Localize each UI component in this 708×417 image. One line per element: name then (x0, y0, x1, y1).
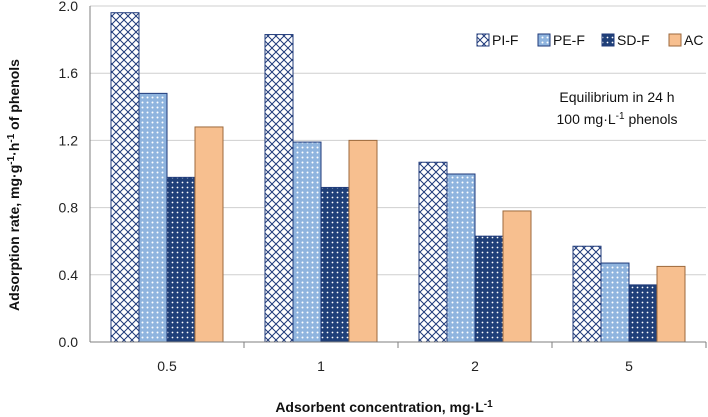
annotation-line-1: Equilibrium in 24 h (559, 89, 674, 105)
x-tick-label: 5 (625, 358, 633, 374)
bar-ac (348, 139, 378, 343)
legend: PI-F PE-F SD-F AC (476, 32, 703, 48)
bars (110, 12, 686, 343)
y-axis-title: Adsorption rate, mg·g-1·h-1 of phenols (6, 59, 22, 311)
legend-label-sd-f: SD-F (617, 32, 650, 48)
x-axis-title: Adsorbent concentration, mg·L-1 (275, 399, 493, 415)
axes (89, 6, 707, 348)
annotation-line-2: 100 mg·L-1 phenols (557, 111, 678, 127)
bar-pe-f (292, 141, 322, 343)
y-tick-label: 0.8 (59, 200, 79, 216)
bar-ac (502, 210, 532, 343)
y-tick-labels: 0.0 0.4 0.8 1.2 1.6 2.0 (59, 0, 79, 350)
legend-label-pi-f: PI-F (492, 32, 518, 48)
bar-ac (656, 265, 686, 343)
bar-sd-f (628, 284, 658, 343)
bar-pi-f (572, 245, 602, 343)
y-tick-label: 1.6 (59, 65, 79, 81)
bar-pi-f (264, 34, 294, 343)
bar-pe-f (138, 92, 168, 343)
legend-swatch-pi-f (476, 33, 490, 47)
bar-ac (194, 126, 224, 343)
bar-sd-f (166, 176, 196, 343)
legend-swatch-sd-f (601, 33, 615, 47)
bar-pi-f (418, 161, 448, 343)
bar-sd-f (320, 186, 350, 343)
bar-pe-f (446, 173, 476, 343)
bar-pe-f (600, 262, 630, 343)
legend-swatch-ac (668, 33, 682, 47)
legend-label-pe-f: PE-F (553, 32, 585, 48)
x-tick-label: 0.5 (157, 358, 177, 374)
bar-pi-f (110, 12, 140, 343)
bar-sd-f (474, 235, 504, 343)
x-tick-label: 1 (317, 358, 325, 374)
y-tick-label: 1.2 (59, 132, 79, 148)
legend-swatch-pe-f (537, 33, 551, 47)
x-tick-label: 2 (471, 358, 479, 374)
x-tick-labels: 0.5 1 2 5 (157, 358, 633, 374)
y-tick-label: 2.0 (59, 0, 79, 14)
legend-label-ac: AC (684, 32, 703, 48)
y-tick-label: 0.4 (59, 267, 79, 283)
y-tick-label: 0.0 (59, 334, 79, 350)
